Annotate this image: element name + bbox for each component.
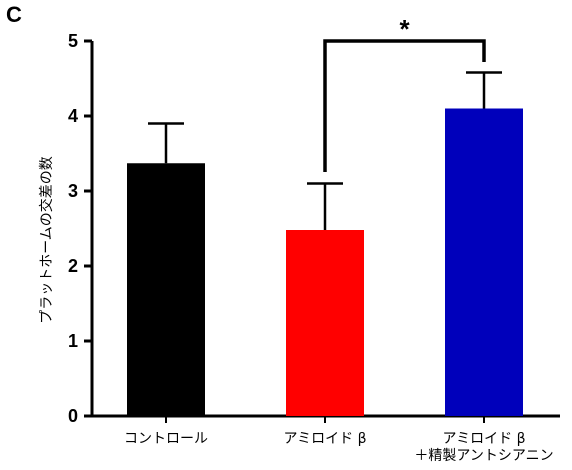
y-tick-label: 5 [68,31,78,51]
chart-bars [127,71,523,416]
significance-marker: * [399,14,410,44]
x-category-label: コントロール [124,431,208,447]
y-tick-label: 3 [68,181,78,201]
bar [445,108,523,416]
y-tick-label: 2 [68,256,78,276]
x-category-label: アミロイド β [283,431,366,447]
y-tick-label: 1 [68,331,78,351]
y-tick-label: 4 [68,106,78,126]
x-category-label: ＋精製アントシアニン [414,448,553,464]
significance-bracket [323,39,486,172]
y-axis-label: プラットホームの交差の数 [38,156,55,324]
bar [127,163,205,416]
panel-label: C [6,2,22,27]
y-tick-label: 0 [68,406,78,426]
bar [286,230,364,416]
x-category-label: アミロイド β [442,431,525,447]
